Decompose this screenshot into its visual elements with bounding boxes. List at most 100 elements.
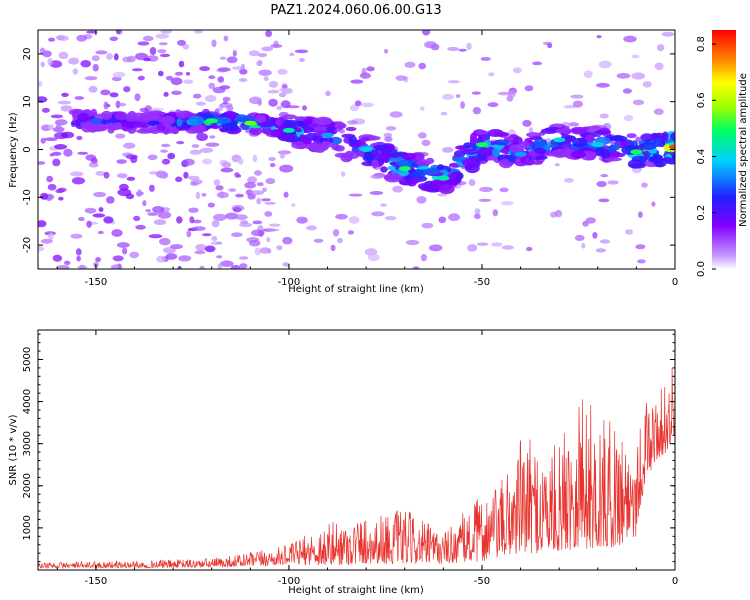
spectrogram-noise-cell: [232, 50, 237, 57]
spectrogram-noise-cell: [291, 203, 296, 207]
spectrogram-ridge-cell: [455, 172, 463, 180]
spectrogram-xtick-label: 0: [672, 277, 678, 288]
spectrogram-noise-cell: [40, 238, 53, 244]
spectrogram-ridge-cell: [508, 155, 515, 163]
spectrogram-noise-cell: [567, 122, 580, 127]
spectrogram-ytick-label: 10: [22, 95, 33, 108]
spectrogram-ridge-cell: [188, 115, 205, 126]
colorbar-tick-label: 0.2: [696, 205, 707, 221]
spectrogram-ridge-cell: [534, 147, 546, 155]
spectrogram-noise-cell: [95, 257, 101, 263]
spectrogram-noise-cell: [302, 105, 307, 111]
spectrogram-ridge-cell: [535, 155, 548, 160]
spectrogram-noise-cell: [47, 58, 53, 66]
spectrogram-noise-cell: [195, 243, 207, 251]
spectrogram-noise-cell: [147, 154, 158, 161]
spectrogram-noise-cell: [283, 191, 289, 198]
spectrogram-noise-cell: [554, 163, 560, 167]
spectrogram-noise-cell: [332, 229, 340, 237]
spectrogram-noise-cell: [148, 234, 163, 239]
spectrogram-noise-cell: [354, 100, 362, 107]
spectrogram-noise-cell: [147, 212, 159, 216]
snr-ytick-label: 5000: [22, 347, 33, 372]
spectrogram-noise-cell: [38, 161, 46, 165]
spectrogram-peak: [476, 142, 488, 148]
spectrogram-ridge-cell: [531, 160, 543, 165]
snr-xtick-label: 0: [672, 576, 678, 587]
spectrogram-peak: [437, 175, 450, 181]
spectrogram-noise-cell: [49, 60, 63, 68]
spectrogram-ridge-cell: [213, 116, 232, 125]
spectrogram-ridge-cell: [604, 157, 623, 162]
spectrogram-ridge-cell: [384, 173, 402, 183]
spectrogram-noise-cell: [176, 216, 183, 224]
spectrogram-noise-cell: [348, 193, 363, 197]
snr-xlabel: Height of straight line (km): [288, 585, 424, 596]
spectrogram-noise-cell: [340, 171, 346, 177]
spectrogram-ridge-cell: [364, 151, 374, 161]
spectrogram-noise-cell: [76, 255, 81, 262]
spectrogram-noise-cell: [129, 251, 140, 259]
spectrogram-noise-cell: [52, 254, 63, 262]
spectrogram-ridge-cell: [345, 150, 354, 157]
spectrogram-ridge-cell: [314, 116, 332, 126]
spectrogram-ridge-cell: [643, 150, 651, 158]
spectrogram-noise-cell: [599, 239, 611, 244]
spectrogram-noise-cell: [661, 31, 675, 37]
spectrogram-noise-cell: [61, 131, 75, 139]
spectrogram-noise-cell: [491, 242, 503, 247]
spectrogram-ridge-cell: [299, 134, 306, 140]
spectrogram-noise-cell: [258, 53, 268, 58]
spectrogram-ridge-cell: [494, 131, 510, 137]
spectrogram-noise-cell: [234, 214, 248, 221]
spectrogram-noise-cell: [88, 85, 98, 93]
spectrogram-ridge-cell: [570, 126, 587, 134]
spectrogram-xlabel: Height of straight line (km): [288, 284, 424, 295]
spectrogram-noise-cell: [222, 161, 232, 169]
spectrogram-noise-cell: [501, 245, 514, 250]
spectrogram-noise-cell: [624, 229, 634, 235]
spectrogram-noise-cell: [532, 61, 542, 66]
spectrogram-noise-cell: [109, 92, 119, 98]
spectrogram-noise-cell: [211, 39, 217, 48]
spectrogram-noise-cell: [77, 265, 88, 269]
spectrogram-ridge-cell: [333, 145, 345, 152]
spectrogram-ridge-cell: [92, 123, 107, 131]
spectrogram-noise-cell: [421, 222, 434, 229]
spectrogram-noise-cell: [178, 255, 192, 262]
spectrogram-noise-cell: [574, 234, 585, 241]
spectrogram-ridge-cell: [345, 126, 357, 132]
spectrogram-ridge-cell: [610, 135, 628, 142]
spectrogram-noise-cell: [236, 174, 242, 178]
spectrogram-noise-cell: [118, 102, 126, 107]
spectrogram-noise-cell: [68, 57, 80, 65]
spectrogram-noise-cell: [442, 93, 455, 100]
spectrogram-noise-cell: [113, 53, 119, 61]
spectrogram-ridge-cell: [493, 139, 510, 146]
spectrogram-noise-cell: [501, 200, 514, 206]
spectrogram-noise-cell: [55, 123, 62, 130]
spectrogram-noise-cell: [635, 136, 642, 143]
spectrogram-noise-cell: [305, 225, 318, 231]
spectrogram-noise-cell: [213, 179, 221, 186]
spectrogram-noise-cell: [412, 266, 420, 269]
spectrogram-ridge-cell: [321, 141, 330, 151]
spectrogram-noise-cell: [54, 144, 68, 150]
spectrogram-ridge-cell: [161, 115, 175, 126]
spectrogram-ridge-cell: [107, 125, 115, 134]
spectrogram-noise-cell: [278, 92, 287, 98]
spectrogram-ridge-cell: [570, 150, 587, 159]
spectrogram-noise-cell: [167, 152, 176, 160]
snr-series-line: [38, 367, 675, 570]
spectrogram-noise-cell: [638, 211, 643, 219]
spectrogram-ridge-cell: [249, 126, 263, 136]
spectrogram-noise-cell: [153, 219, 167, 226]
colorbar-ticks: 0.0 0.2 0.4 0.6 0.8: [696, 36, 716, 277]
spectrogram-noise-cell: [360, 102, 374, 108]
spectrogram-noise-cell: [263, 76, 269, 82]
spectrogram-noise-cell: [170, 244, 183, 250]
spectrogram-noise-cell: [367, 253, 380, 262]
spectrogram-noise-cell: [259, 247, 271, 254]
spectrogram-noise-cell: [183, 79, 194, 85]
spectrogram-noise-cell: [63, 148, 73, 157]
